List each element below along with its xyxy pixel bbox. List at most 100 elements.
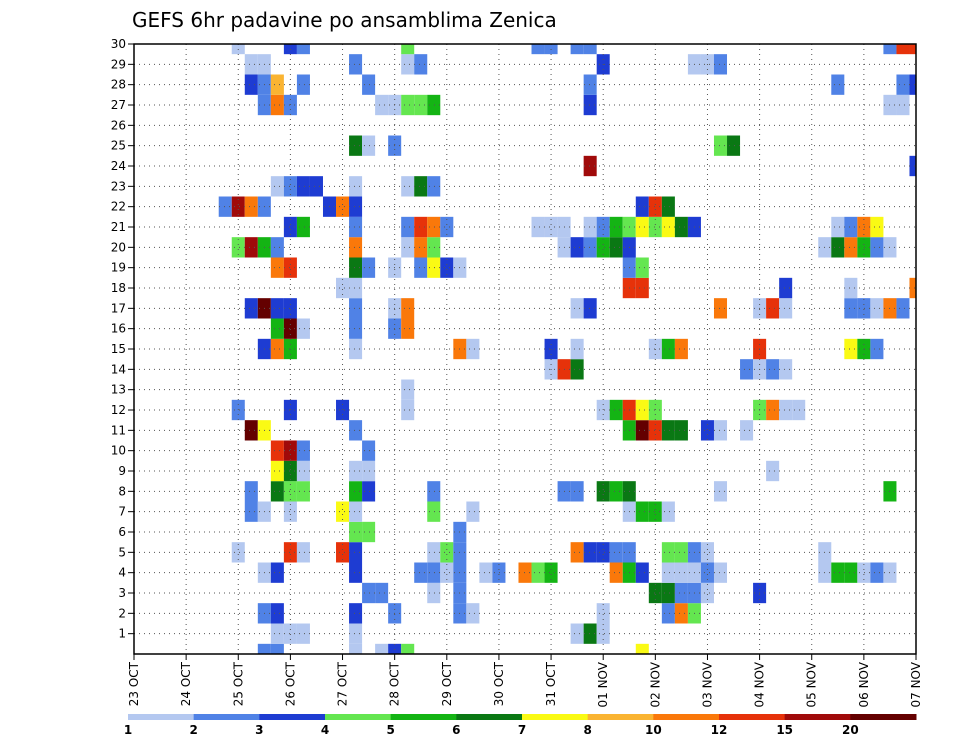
y-tick-label: 4 <box>118 566 126 580</box>
heatmap-cell <box>349 542 363 563</box>
heatmap-cell <box>349 481 363 502</box>
heatmap-cell <box>544 216 558 238</box>
heatmap-cell <box>296 460 310 482</box>
colorbar-swatch <box>390 714 457 720</box>
heatmap-cell <box>283 501 297 522</box>
heatmap-cell <box>336 196 350 217</box>
heatmap-cell <box>700 420 714 441</box>
y-tick-label: 19 <box>111 261 126 275</box>
heatmap-cell <box>349 237 363 258</box>
heatmap-cell <box>531 216 545 238</box>
heatmap-cell <box>401 379 415 400</box>
heatmap-cell <box>270 237 284 258</box>
y-tick-label: 18 <box>111 281 126 295</box>
heatmap-cell <box>713 298 728 319</box>
heatmap-cell <box>283 440 297 461</box>
y-tick-label: 1 <box>118 627 126 641</box>
heatmap-cell <box>766 359 780 380</box>
heatmap-cell <box>427 481 441 502</box>
heatmap-cell <box>740 420 754 441</box>
y-tick-label: 17 <box>111 301 126 315</box>
colorbar-label: 8 <box>583 723 591 737</box>
colorbar-swatch <box>784 714 851 720</box>
heatmap-cell <box>270 338 284 360</box>
heatmap-cell <box>414 562 428 583</box>
heatmap-cell <box>648 582 662 604</box>
colorbar-label: 2 <box>189 723 197 737</box>
heatmap-cell <box>440 562 454 583</box>
heatmap-cell <box>583 298 597 319</box>
heatmap-cell <box>661 603 675 624</box>
heatmap-cell <box>296 176 310 197</box>
heatmap-cell <box>635 196 649 217</box>
heatmap-cell <box>583 44 597 55</box>
heatmap-cell <box>661 216 675 238</box>
colorbar-label: 3 <box>255 723 263 737</box>
heatmap-cell <box>283 298 297 319</box>
heatmap-cell <box>857 237 871 258</box>
heatmap-cell <box>661 501 675 522</box>
heatmap-cell <box>375 643 389 654</box>
heatmap-cell <box>661 196 675 217</box>
heatmap-cell <box>427 542 441 563</box>
heatmap-cell <box>583 94 597 116</box>
colorbar-label: 12 <box>711 723 728 737</box>
heatmap-cell <box>766 399 780 421</box>
heatmap-cell <box>244 501 258 522</box>
heatmap-cell <box>401 237 415 258</box>
heatmap-cell <box>283 318 297 339</box>
heatmap-cell <box>427 94 441 116</box>
heatmap-cell <box>909 74 916 95</box>
heatmap-cell <box>401 44 415 55</box>
colorbar-swatch <box>522 714 589 720</box>
heatmap-cell <box>570 481 584 502</box>
heatmap-cell <box>349 298 363 319</box>
heatmap-cell <box>674 338 688 360</box>
heatmap-cell <box>857 562 871 583</box>
heatmap-cell <box>896 298 910 319</box>
heatmap-cell <box>244 420 258 441</box>
colorbar-swatch <box>325 714 392 720</box>
y-tick-label: 12 <box>111 403 126 417</box>
colorbar-label: 10 <box>645 723 662 737</box>
y-tick-label: 5 <box>118 545 126 559</box>
colorbar: 1 2 3 4 5 6 7 8 10 12 15 20 <box>124 714 917 737</box>
heatmap-cell <box>362 582 376 604</box>
heatmap-cell <box>713 420 728 441</box>
colorbar-swatch <box>128 714 195 720</box>
heatmap-cell <box>844 338 858 360</box>
heatmap-cell <box>336 501 350 522</box>
heatmap-cell <box>661 542 675 563</box>
colorbar-label: 6 <box>452 723 460 737</box>
heatmap-cell <box>648 196 662 217</box>
heatmap-cell <box>792 399 806 421</box>
heatmap-cell <box>349 338 363 360</box>
heatmap-cell <box>244 74 258 95</box>
colorbar-swatch <box>587 714 654 720</box>
heatmap-cell <box>713 135 728 156</box>
heatmap-cell <box>635 399 649 421</box>
heatmap-cell <box>270 318 284 339</box>
heatmap-cell <box>401 643 415 654</box>
heatmap-cell <box>596 603 610 624</box>
y-tick-label: 9 <box>118 464 126 478</box>
heatmap-cell <box>635 643 649 654</box>
heatmap-cell <box>466 603 480 624</box>
heatmap-cell <box>831 237 845 258</box>
heatmap-cell <box>713 481 728 502</box>
heatmap-cell <box>336 542 350 563</box>
heatmap-cell <box>674 216 688 238</box>
heatmap-cell <box>270 603 284 624</box>
heatmap-cell <box>635 216 649 238</box>
heatmap-cell <box>244 196 258 217</box>
heatmap-cell <box>583 542 597 563</box>
heatmap-cell <box>283 542 297 563</box>
heatmap-cell <box>362 521 376 543</box>
y-tick-label: 10 <box>111 444 126 458</box>
x-tick-label: 02 NOV <box>648 661 662 707</box>
heatmap-cell <box>349 135 363 156</box>
heatmap-cell <box>570 623 584 644</box>
heatmap-cell <box>296 481 310 502</box>
y-tick-label: 22 <box>111 200 126 214</box>
